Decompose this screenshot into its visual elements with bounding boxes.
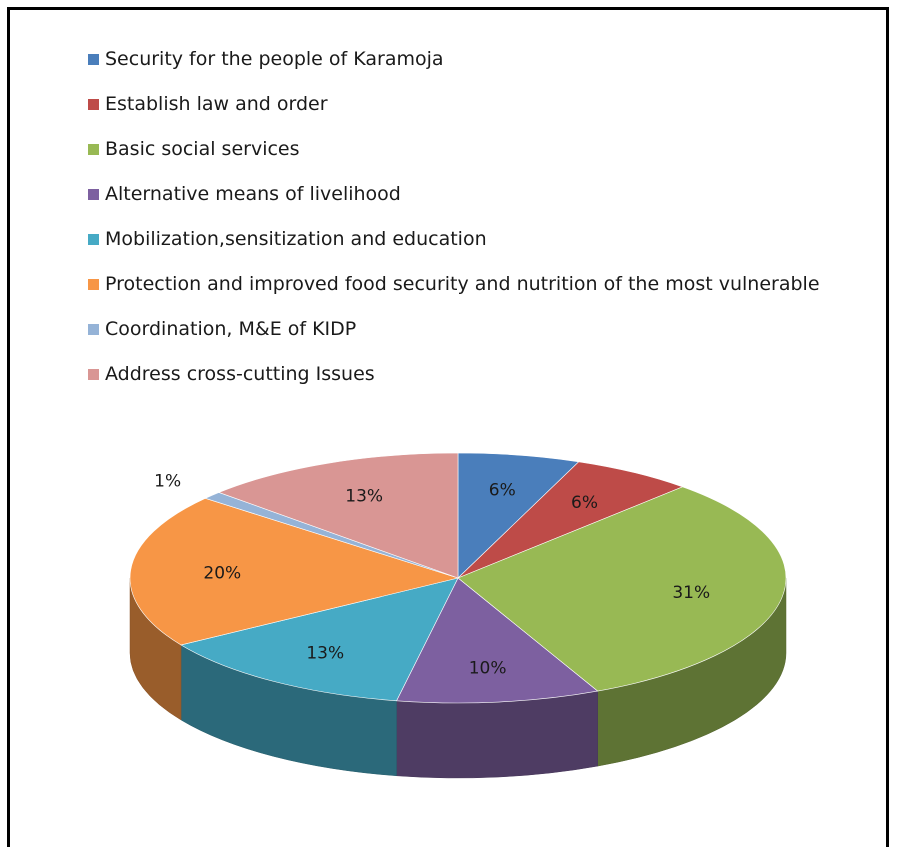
pie-label-mobilization: 13%	[306, 643, 344, 663]
pie-label-food-security: 20%	[203, 563, 241, 583]
pie-label-coordination: 1%	[154, 471, 181, 491]
pie-label-social-services: 31%	[672, 583, 710, 603]
pie-side-livelihood	[397, 691, 598, 778]
pie-label-cross-cutting: 13%	[345, 486, 383, 506]
pie-label-law-order: 6%	[571, 493, 598, 513]
pie-label-security: 6%	[489, 481, 516, 501]
pie-label-livelihood: 10%	[469, 658, 507, 678]
